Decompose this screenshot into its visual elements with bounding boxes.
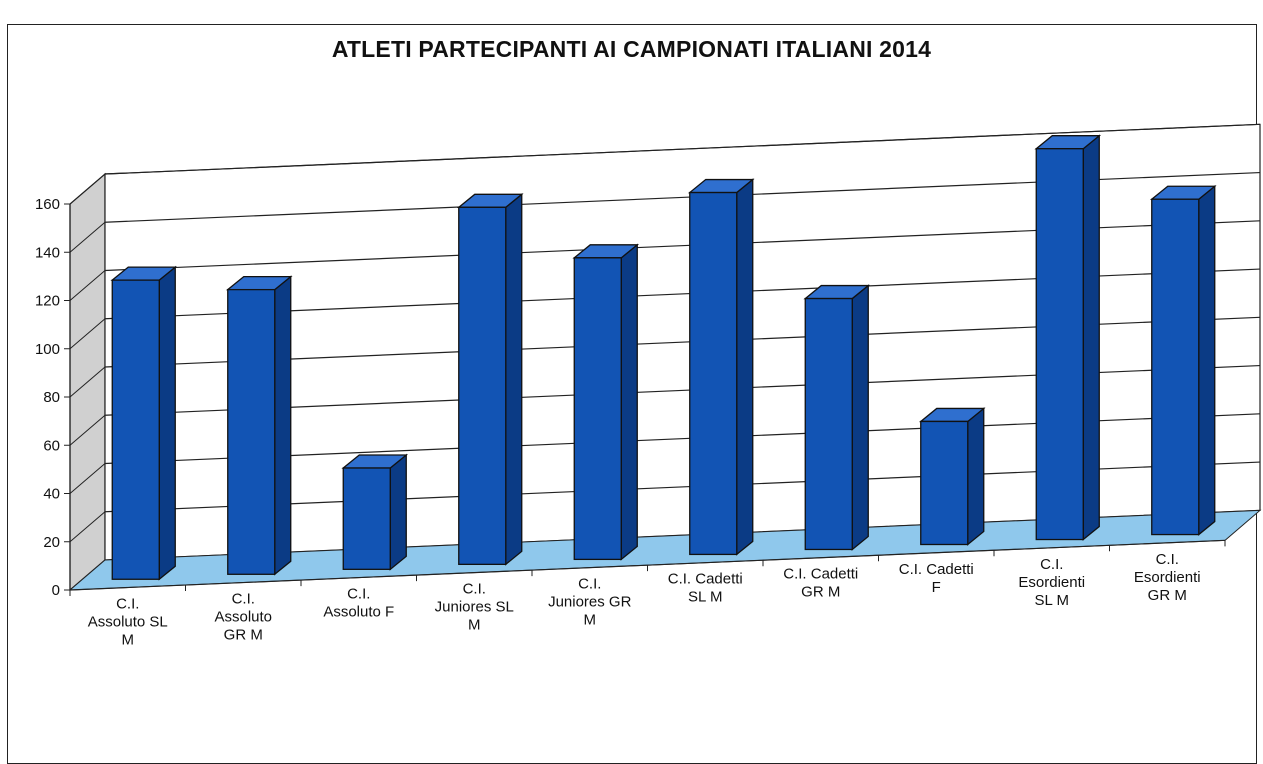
x-category-label-line: GR M <box>801 584 840 601</box>
bar <box>225 275 293 576</box>
bar-side <box>505 192 523 566</box>
x-category-label-line: SL M <box>1035 592 1069 609</box>
x-category-label-line: C.I. <box>232 591 255 608</box>
gridline-side <box>69 318 106 350</box>
x-category-label: C.I. Assoluto SL M <box>88 596 168 649</box>
x-category-label-line: Juniores SL <box>435 599 514 616</box>
x-category-label-line: C.I. <box>578 576 601 593</box>
bar <box>1149 184 1217 536</box>
gridline-side <box>69 173 106 205</box>
y-tick-label: 0 <box>52 582 60 599</box>
bar <box>918 407 986 546</box>
x-category-label-line: C.I. <box>116 596 139 613</box>
bar-front <box>689 191 738 556</box>
y-tick-label: 40 <box>43 486 60 503</box>
bar-side <box>620 243 638 561</box>
bar-side <box>158 265 176 581</box>
x-category-label-line: M <box>468 617 481 634</box>
gridline-side <box>69 511 106 543</box>
bar-side <box>851 284 869 551</box>
bar-side <box>967 407 985 546</box>
bar-front <box>1035 148 1084 541</box>
x-category-label-line: F <box>932 579 941 596</box>
bar-front <box>111 279 160 580</box>
x-category-label: C.I. Esordienti SL M <box>1018 556 1085 609</box>
x-category-label: C.I. Assoluto F <box>323 586 394 621</box>
x-category-label-line: C.I. <box>1040 556 1063 573</box>
x-category-label: C.I. Assoluto GR M <box>214 591 272 644</box>
x-category-label: C.I. Juniores GR M <box>548 576 632 629</box>
bar <box>456 192 524 566</box>
bar-side <box>1198 184 1216 536</box>
bar <box>572 243 640 561</box>
gridline-side <box>69 221 106 253</box>
x-category-label-line: SL M <box>688 589 722 606</box>
y-tick-label: 60 <box>43 437 60 454</box>
y-tick-label: 160 <box>35 196 60 213</box>
x-category-label: C.I. Cadetti GR M <box>783 566 858 601</box>
bar-front <box>342 467 391 570</box>
x-category-label: C.I. Juniores SL M <box>435 581 514 634</box>
bar-front <box>1151 198 1200 536</box>
x-category-label-line: M <box>122 632 135 649</box>
gridline <box>104 123 1261 175</box>
x-category-label-line: Esordienti <box>1018 574 1085 591</box>
x-category-label: C.I. Esordienti GR M <box>1134 551 1201 604</box>
bar-side <box>389 453 407 571</box>
y-tick-label: 100 <box>35 341 60 358</box>
bar <box>687 178 755 556</box>
x-category-label-line: Assoluto SL <box>88 614 168 631</box>
bar-front <box>804 297 853 551</box>
x-category-label-line: GR M <box>1148 587 1187 604</box>
gridline-side <box>69 463 106 494</box>
x-category-label-line: Juniores GR <box>548 594 632 611</box>
bar-front <box>573 257 622 561</box>
x-category-label: C.I. Cadetti SL M <box>668 571 743 606</box>
bar <box>110 265 178 581</box>
gridline-side <box>69 414 106 446</box>
y-tick-label: 120 <box>35 293 60 310</box>
x-category-label-line: C.I. Cadetti <box>899 561 974 578</box>
bar-front <box>227 288 276 575</box>
bar <box>803 284 871 551</box>
x-category-label-line: Assoluto F <box>323 604 394 621</box>
y-tick-label: 140 <box>35 244 60 261</box>
gridline-side <box>69 366 106 398</box>
x-category-label-line: C.I. Cadetti <box>668 571 743 588</box>
bar <box>1034 134 1102 541</box>
gridline-side <box>69 270 106 301</box>
y-axis: 0 20 40 60 80 100 120 140 160 <box>35 196 71 599</box>
bar-side <box>274 275 292 576</box>
x-category-label-line: C.I. Cadetti <box>783 566 858 583</box>
x-category-label-line: GR M <box>224 627 263 644</box>
bar-side <box>1082 134 1100 541</box>
bar-front <box>920 420 969 546</box>
bars <box>110 134 1217 581</box>
bar <box>341 453 409 571</box>
y-tick-label: 80 <box>43 389 60 406</box>
bar-side <box>736 178 754 556</box>
x-category-label-line: C.I. <box>463 581 486 598</box>
x-category-label-line: C.I. <box>347 586 370 603</box>
x-category-label-line: M <box>584 612 597 629</box>
bar-front <box>458 206 507 566</box>
x-category-label: C.I. Cadetti F <box>899 561 974 596</box>
x-axis: C.I. Assoluto SL MC.I. Assoluto GR MC.I. Asso… <box>69 539 1226 649</box>
x-category-label-line: Esordienti <box>1134 569 1201 586</box>
x-category-label-line: Assoluto <box>214 609 272 626</box>
x-category-label-line: C.I. <box>1156 551 1179 568</box>
y-tick-label: 20 <box>43 534 60 551</box>
chart-title: ATLETI PARTECIPANTI AI CAMPIONATI ITALIA… <box>331 36 932 62</box>
